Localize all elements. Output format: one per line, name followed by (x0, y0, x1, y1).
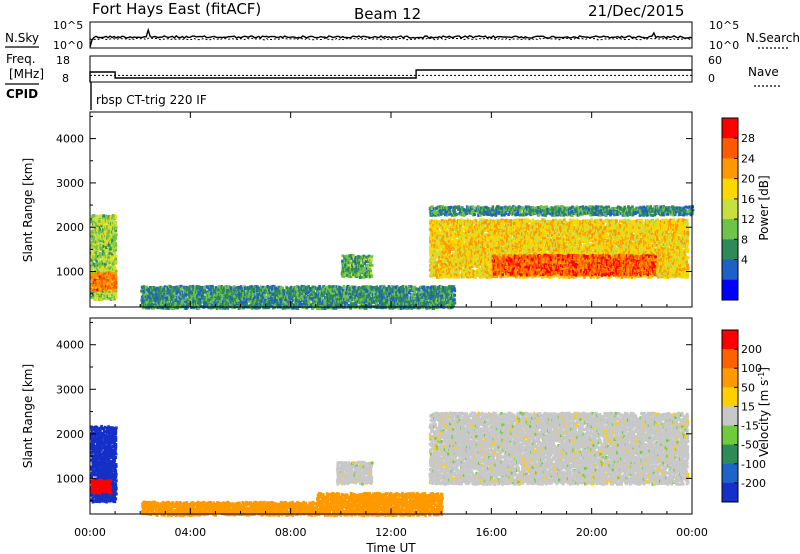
noise-left-tick-bottom: 10^0 (53, 39, 83, 52)
freq-left-tick-top: 18 (56, 54, 70, 67)
range-cell (531, 221, 534, 224)
range-cell (615, 219, 618, 222)
freq-left-label: Freq. (6, 52, 36, 66)
noise-panel-frame (90, 22, 692, 48)
range-cell (486, 271, 489, 274)
freq-left-tick-bottom: 8 (62, 72, 69, 85)
range-cell (446, 235, 449, 238)
range-cell (465, 270, 468, 273)
cpid-label: CPID (6, 87, 38, 101)
freq-trace (90, 70, 692, 82)
noise-right-tick-top: 10^5 (709, 19, 739, 32)
freq-left-unit: [MHz] (9, 67, 44, 81)
noise-left-tick-top: 10^5 (53, 19, 83, 32)
range-cell (433, 245, 436, 248)
range-cell (600, 219, 603, 222)
freq-right-tick-top: 60 (708, 54, 722, 67)
cpid-program: rbsp CT-trig 220 IF (96, 93, 207, 107)
range-cell (572, 236, 575, 239)
range-cell (453, 276, 456, 279)
noise-right-tick-bottom: 10^0 (709, 39, 739, 52)
station-title: Fort Hays East (fitACF) (92, 0, 261, 18)
range-cell (435, 264, 438, 267)
range-cell (656, 219, 659, 222)
range-cell (434, 259, 437, 262)
range-cell (589, 223, 592, 226)
range-cell (542, 244, 545, 247)
range-cell (561, 221, 564, 224)
range-cell (520, 251, 523, 254)
range-cell (640, 219, 643, 222)
range-cell (455, 263, 458, 266)
noise-left-label: N.Sky (5, 31, 39, 45)
beam-title: Beam 12 (354, 5, 421, 23)
noise-sky-trace (90, 30, 692, 47)
date-title: 21/Dec/2015 (588, 2, 684, 20)
range-cell (532, 219, 535, 222)
range-cell (445, 243, 448, 246)
noise-right-label: N.Search (746, 31, 800, 45)
range-cell (462, 238, 465, 241)
range-cell (446, 232, 449, 235)
range-cell (636, 231, 639, 234)
range-cell (453, 219, 456, 222)
freq-right-tick-bottom: 0 (708, 72, 715, 85)
nave-label: Nave (748, 65, 779, 79)
power-heatmap (90, 205, 694, 310)
